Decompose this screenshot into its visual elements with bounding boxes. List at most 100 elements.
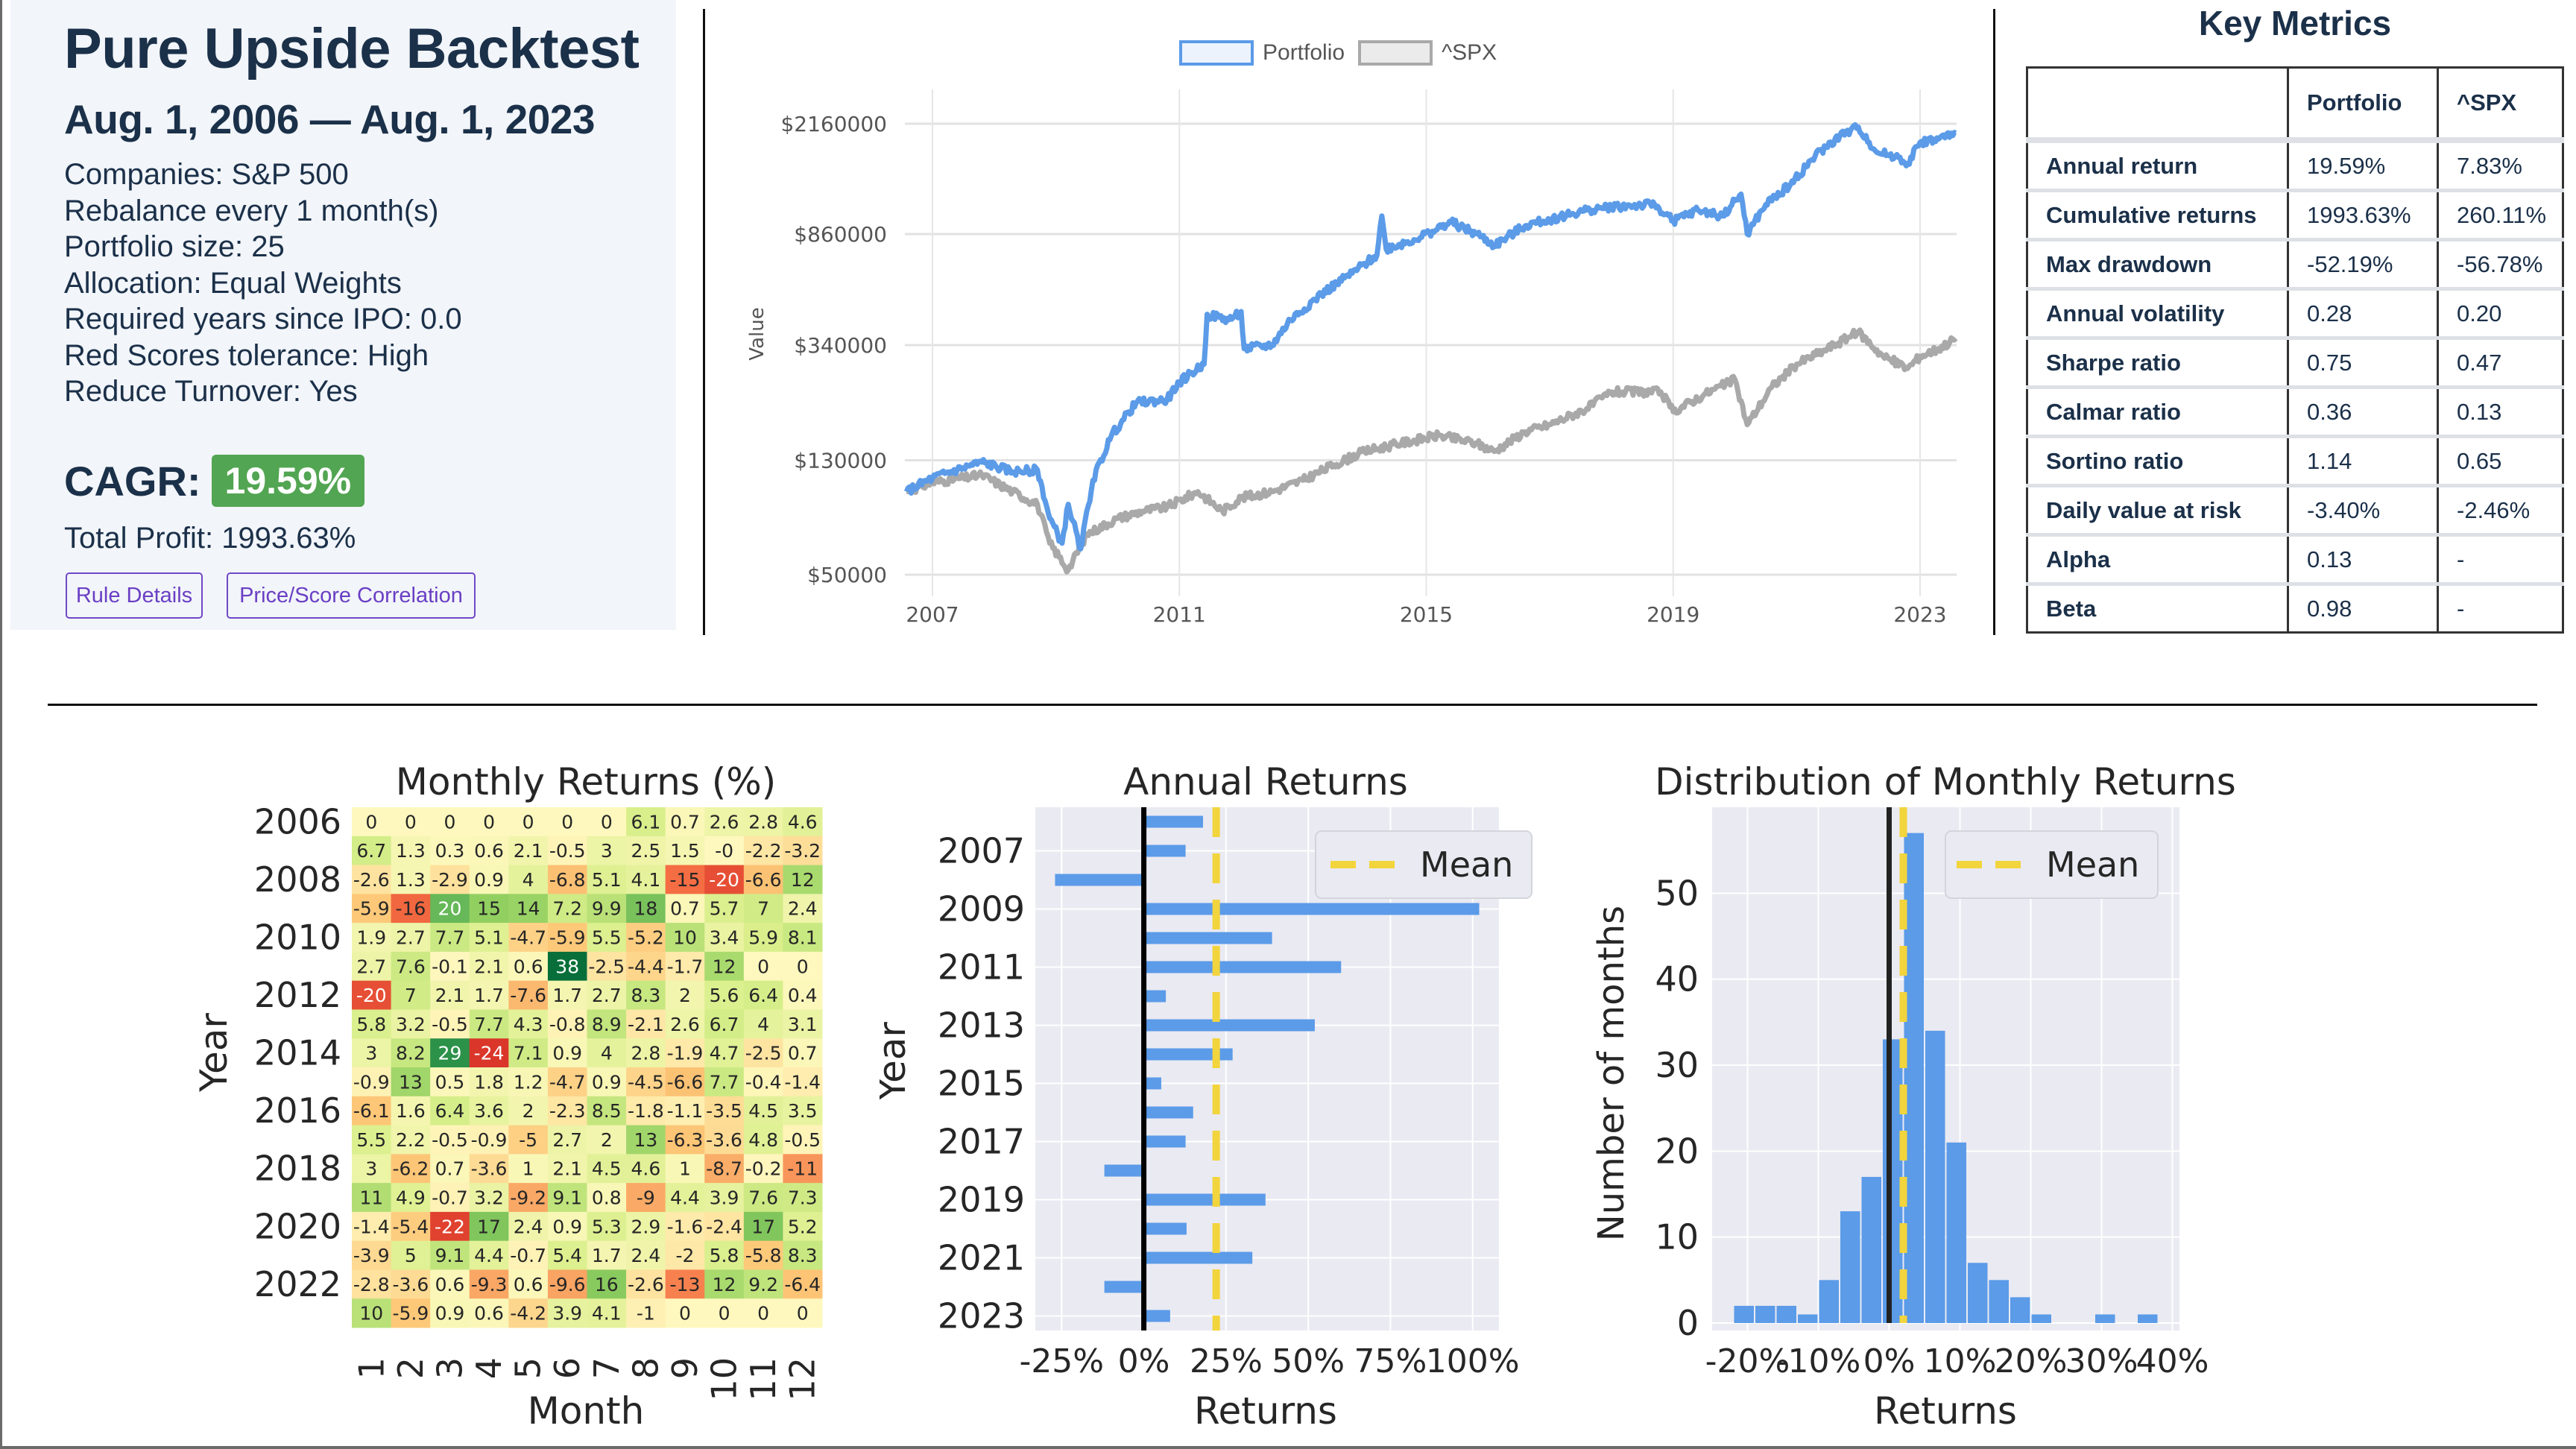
heatmap-cell-label: 0.7 [788,1043,818,1064]
heatmap-cell-label: 4 [523,869,534,891]
heatmap-cell-label: -5.9 [353,898,390,920]
heatmap-cell-label: 1 [523,1158,534,1180]
heatmap-cell-label: 0.6 [474,840,504,862]
heatmap-cell [704,1096,745,1126]
heatmap-cell-label: 2.8 [748,811,778,833]
heatmap-cell [626,1183,666,1213]
heatmap-cell [352,1067,392,1097]
heatmap-cell [508,1269,549,1299]
heatmap-cell [665,1096,705,1126]
heatmap-cell [665,1183,705,1213]
heatmap-cell [743,980,783,1010]
heatmap-cell [430,1009,470,1039]
price-score-correlation-button[interactable]: Price/Score Correlation [227,572,476,619]
heatmap-cell [626,894,666,924]
heatmap-cell [508,894,549,924]
plot-area [905,89,1957,604]
heatmap-y-tick: 2020 [254,1206,341,1246]
heatmap-cell [665,1298,705,1328]
heatmap-cell [704,1154,745,1184]
heatmap-cell [665,1067,705,1097]
metric-spx-value: 0.65 [2437,435,2563,486]
heatmap-cell-label: 0.9 [552,1216,582,1237]
heatmap-cell [704,1298,745,1328]
annual-bar [1055,874,1144,886]
histogram-x-tick: 30% [2065,1342,2138,1380]
heatmap-cell-label: 2.1 [552,1158,582,1180]
setting-rebalance: Rebalance every 1 month(s) [64,194,439,227]
heatmap-cell [626,1067,666,1097]
key-metrics-table: Portfolio ^SPX Annual return 19.59% 7.83% C… [2026,66,2564,634]
legend-box [1945,830,2159,899]
heatmap-cell-label: -6.8 [549,869,586,891]
heatmap-cell-label: 6.7 [356,840,386,862]
heatmap-cell-label: 2.8 [631,1043,660,1064]
page-title: Pure Upside Backtest [64,17,640,80]
metric-row: Beta 0.98- [2026,582,2563,633]
heatmap-cell [626,1298,666,1328]
heatmap-cell [391,1298,431,1328]
heatmap-cell-label: -4.7 [549,1071,586,1093]
heatmap-cell-label: -3.6 [706,1129,742,1151]
annual-x-tick: 25% [1190,1342,1263,1380]
monthly-returns-distribution-chart: Distribution of Monthly Returns 0 10 20 30 4… [1591,760,2236,1433]
heatmap-cell-label: -9.2 [510,1187,546,1209]
legend-item-portfolio[interactable]: Portfolio [1179,40,1345,66]
value-line-chart[interactable]: $2160000 $860000 $340000 $130000 $50000 2007… [708,0,1990,656]
heatmap-cell [704,807,745,837]
heatmap-x-tick: 6 [547,1357,587,1379]
rule-details-button[interactable]: Rule Details [66,572,203,619]
heatmap-cell [391,1240,431,1270]
heatmap-cell-label: 2 [601,1129,613,1151]
heatmap-cell [743,894,783,924]
heatmap-y-tick: 2012 [254,975,341,1015]
heatmap-cell [587,1154,627,1184]
heatmap-cell [352,1298,392,1328]
heatmap-cell [352,1009,392,1039]
heatmap-cell-label: 0 [523,811,534,833]
heatmap-cell [430,1269,470,1299]
heatmap-cell [508,1183,549,1213]
heatmap-cell [352,894,392,924]
annual-y-tick: 2023 [938,1296,1025,1336]
heatmap-cell-label: 5.5 [356,1129,386,1151]
setting-portfolio-size: Portfolio size: 25 [64,230,285,263]
heatmap-cell [508,1125,549,1155]
heatmap-cell-label: 8.5 [592,1100,622,1122]
heatmap-cell-label: 0.9 [592,1071,622,1093]
histogram-bar [2031,1314,2051,1323]
heatmap-cell-label: 7.6 [748,1187,778,1209]
legend-box [1315,830,1532,899]
heatmap-cell [547,1067,587,1097]
heatmap-cell-label: -0.5 [432,1014,468,1035]
cagr-row: CAGR: 19.59% [64,455,365,507]
heatmap-cell-label: 7.7 [435,927,465,949]
heatmap-cell-label: 4.1 [631,869,660,891]
cagr-label: CAGR: [64,457,201,505]
legend-mean-label: Mean [1420,845,1513,885]
heatmap-cell-label: 8.1 [788,927,818,949]
heatmap-cell [626,1009,666,1039]
heatmap-cell-label: -1.6 [667,1216,704,1237]
legend-item-spx[interactable]: ^SPX [1358,40,1497,66]
heatmap-cell [587,951,627,982]
heatmap-cell-label: 0 [797,956,809,977]
heatmap-x-tick: 1 [351,1357,391,1379]
metric-label: Daily value at risk [2026,484,2288,535]
heatmap-y-tick: 2022 [254,1264,341,1304]
heatmap-cell [704,1269,745,1299]
heatmap-cell-label: 6.4 [748,985,778,1006]
heatmap-cell-label: -1 [637,1303,655,1325]
heatmap-cell [547,865,587,894]
heatmap-cell [665,807,705,837]
annual-bar [1143,903,1480,915]
heatmap-cell-label: 9.9 [592,898,622,920]
heatmap-cell [547,1125,587,1155]
heatmap-cell [391,836,431,866]
heatmap-cell-label: -11 [787,1158,818,1180]
heatmap-cell-label: 0.7 [435,1158,465,1180]
annual-bar [1143,1310,1170,1322]
histogram-y-tick: 0 [1677,1303,1699,1343]
heatmap-cell [352,980,392,1010]
heatmap-cell [626,980,666,1010]
